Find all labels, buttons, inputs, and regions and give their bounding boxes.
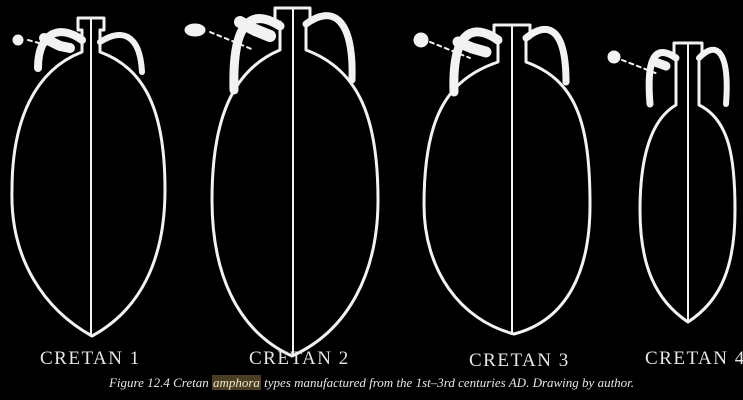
amphora-cretan-4 — [607, 41, 737, 324]
broken-profile — [650, 57, 671, 71]
label-cretan-2: Cretan 2 — [249, 348, 350, 369]
rim-fragment — [607, 50, 621, 64]
handle-right — [522, 25, 570, 86]
amphora-cretan-3 — [413, 23, 592, 336]
handle-right — [696, 46, 730, 107]
amphora-body-outline — [10, 16, 167, 338]
handle-left — [34, 28, 86, 72]
dash-connector — [27, 39, 47, 46]
amphora-cretan-1 — [10, 16, 167, 338]
handle-right — [302, 12, 356, 84]
rim-fragment — [184, 23, 206, 37]
handle-left — [449, 27, 503, 97]
rim-fragment — [12, 34, 24, 46]
broken-profile — [39, 33, 75, 53]
figure-caption: Figure 12.4 Cretan amphora types manufac… — [108, 375, 635, 390]
broken-profile — [452, 36, 492, 58]
dash-connector — [621, 59, 659, 75]
highlighted-term[interactable]: amphora — [211, 375, 261, 390]
broken-profile — [234, 16, 276, 42]
label-cretan-4: Cretan 4 — [645, 348, 743, 369]
dash-connector — [209, 31, 255, 51]
label-cretan-3: Cretan 3 — [469, 350, 570, 371]
amphora-body-outline — [422, 23, 592, 336]
rim-fragment — [413, 32, 429, 48]
dash-connector — [429, 41, 471, 59]
amphora-cretan-2 — [184, 6, 380, 358]
handle-right — [97, 32, 145, 75]
label-cretan-1: Cretan 1 — [40, 348, 141, 369]
